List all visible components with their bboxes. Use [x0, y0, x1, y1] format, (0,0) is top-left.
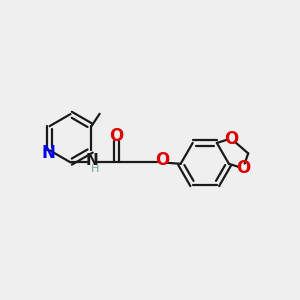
Text: N: N: [85, 152, 98, 167]
Text: O: O: [224, 130, 238, 148]
Text: O: O: [155, 151, 169, 169]
Text: N: N: [41, 144, 55, 162]
Text: O: O: [236, 159, 250, 177]
Text: H: H: [91, 164, 99, 174]
Text: O: O: [110, 127, 124, 145]
